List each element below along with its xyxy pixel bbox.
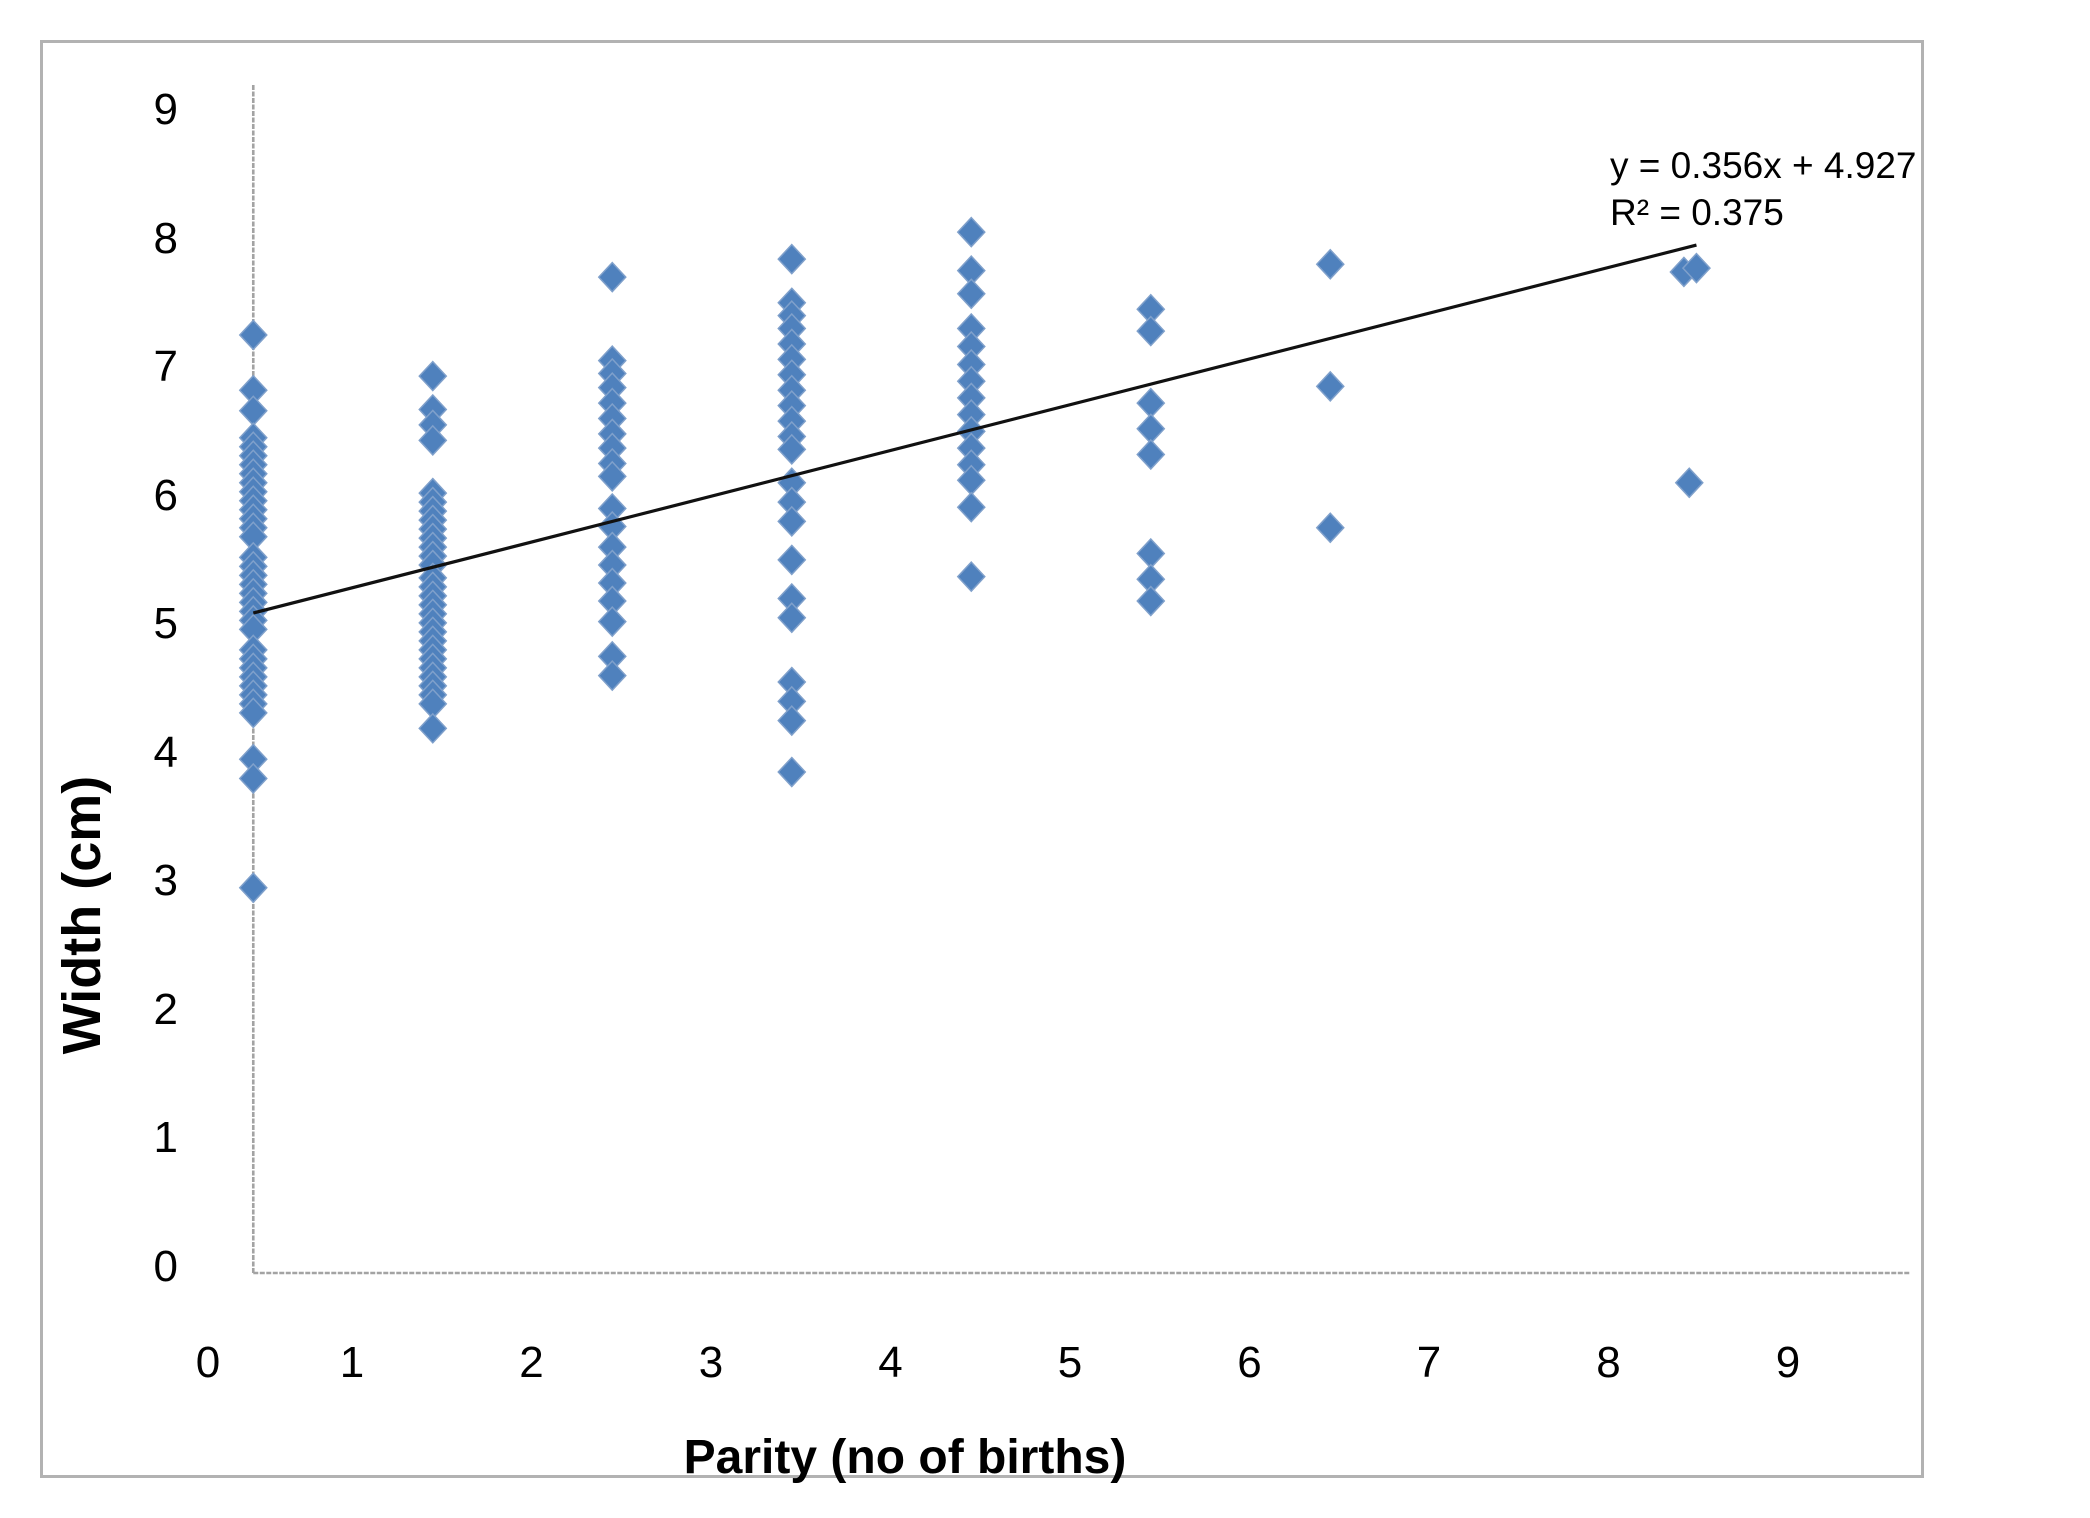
data-point-marker bbox=[238, 762, 268, 795]
y-tick-label: 1 bbox=[153, 1113, 178, 1163]
data-point-marker bbox=[777, 705, 807, 737]
y-tick-label: 8 bbox=[153, 213, 178, 263]
x-tick-label: 2 bbox=[519, 1338, 544, 1387]
data-point-marker bbox=[1315, 370, 1345, 402]
data-point-marker bbox=[597, 261, 627, 293]
data-point-marker bbox=[1315, 248, 1345, 280]
data-point-marker bbox=[238, 872, 268, 904]
y-axis-title: Width (cm) bbox=[52, 775, 112, 1055]
data-point-marker bbox=[1681, 252, 1711, 284]
y-tick-label: 5 bbox=[153, 599, 178, 649]
data-point-marker bbox=[956, 561, 986, 593]
data-point-marker bbox=[418, 360, 448, 392]
x-tick-label: 9 bbox=[1775, 1338, 1801, 1387]
y-tick-label: 3 bbox=[153, 856, 178, 906]
y-tick-label: 6 bbox=[153, 470, 178, 520]
data-point-marker bbox=[777, 433, 807, 465]
data-point-marker bbox=[777, 505, 807, 537]
x-tick-label: 0 bbox=[195, 1338, 221, 1387]
data-point-marker bbox=[418, 424, 448, 456]
data-point-marker bbox=[238, 395, 268, 427]
x-tick-label: 3 bbox=[698, 1338, 724, 1387]
data-point-marker bbox=[238, 319, 268, 351]
trendline bbox=[252, 243, 1697, 615]
trendline-equation-text: y = 0.356x + 4.927 bbox=[1610, 145, 1917, 186]
data-point-marker bbox=[956, 216, 986, 248]
trendline-r-squared-text: R² = 0.375 bbox=[1610, 192, 1784, 234]
y-tick-label: 2 bbox=[153, 984, 178, 1034]
x-tick-label: 5 bbox=[1057, 1338, 1083, 1387]
y-tick-label: 4 bbox=[153, 727, 178, 777]
x-tick-label: 8 bbox=[1596, 1338, 1621, 1387]
data-point-marker bbox=[777, 602, 807, 634]
data-point-marker bbox=[238, 697, 268, 729]
data-point-marker bbox=[597, 660, 627, 692]
data-point-marker bbox=[777, 756, 807, 788]
x-tick-label: 6 bbox=[1237, 1338, 1262, 1387]
data-point-marker bbox=[1136, 585, 1166, 617]
data-point-marker bbox=[597, 460, 627, 492]
data-point-marker bbox=[777, 544, 807, 576]
x-tick-label: 4 bbox=[878, 1338, 903, 1387]
data-point-marker bbox=[1136, 438, 1166, 471]
x-axis-title: Parity (no of births) bbox=[683, 1431, 1127, 1484]
data-point-marker bbox=[956, 491, 986, 523]
y-tick-label: 0 bbox=[153, 1242, 178, 1291]
chart-border bbox=[40, 40, 1924, 1478]
data-point-marker bbox=[1674, 467, 1704, 499]
x-tick-label: 7 bbox=[1416, 1338, 1442, 1387]
y-tick-label: 9 bbox=[153, 84, 178, 134]
data-point-marker bbox=[1315, 512, 1345, 544]
data-point-marker bbox=[418, 712, 448, 744]
data-point-marker bbox=[777, 243, 807, 275]
data-point-marker bbox=[956, 278, 986, 310]
y-tick-label: 7 bbox=[153, 342, 178, 392]
data-point-marker bbox=[597, 606, 627, 638]
trendline-equation-annotation: y = 0.356x + 4.927 R² = 0.375 bbox=[1610, 142, 1917, 237]
data-point-marker bbox=[1136, 315, 1166, 347]
x-tick-label: 1 bbox=[339, 1338, 365, 1387]
